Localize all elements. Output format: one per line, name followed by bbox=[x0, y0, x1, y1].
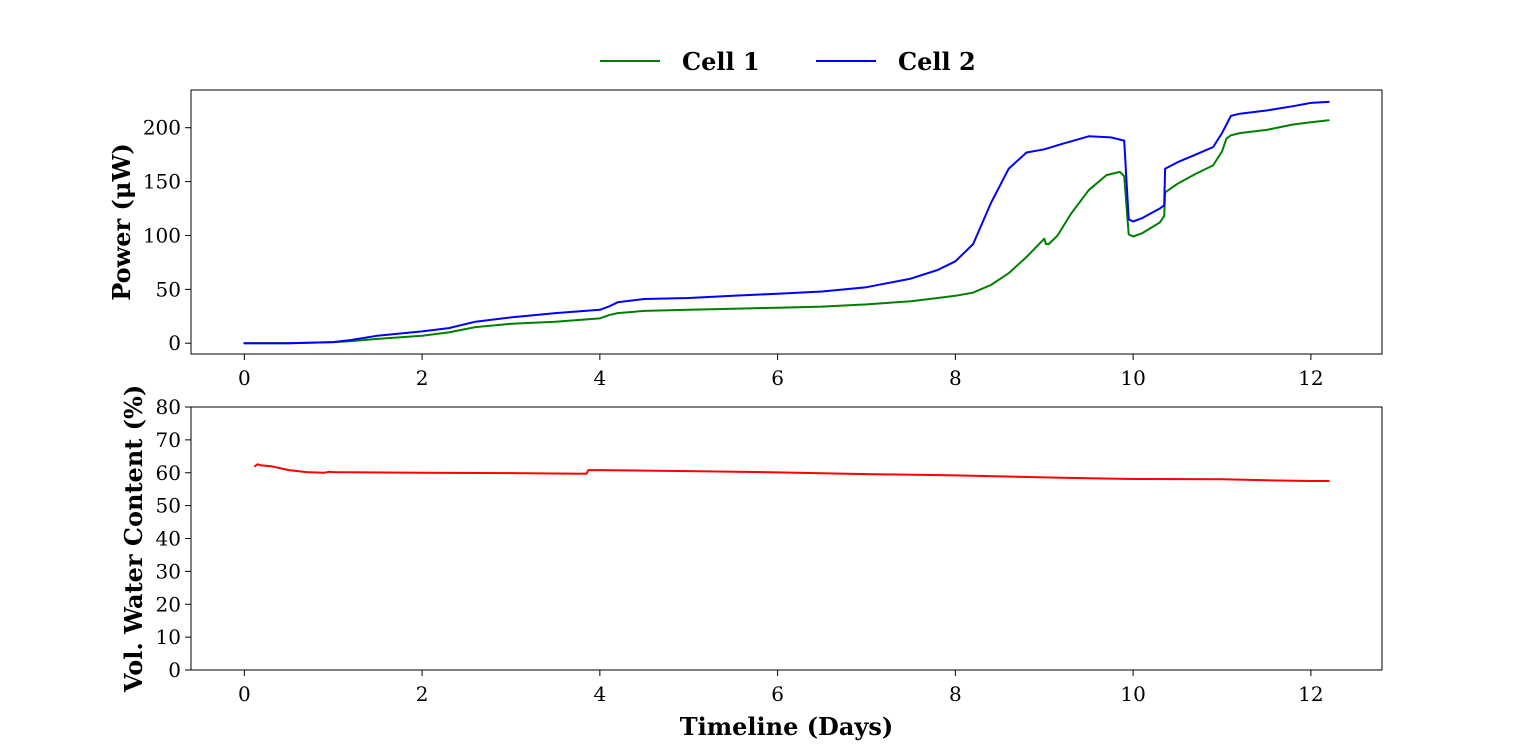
y-tick-label: 80 bbox=[156, 395, 181, 419]
x-tick-label: 12 bbox=[1298, 366, 1323, 390]
series-line-water-content bbox=[254, 463, 1330, 482]
legend-label-cell-1: Cell 1 bbox=[682, 47, 760, 76]
y-tick-label: 100 bbox=[143, 223, 181, 247]
y-axis-title: Vol. Water Content (%) bbox=[119, 385, 148, 693]
x-tick-label: 4 bbox=[593, 366, 606, 390]
plot-frame bbox=[190, 406, 1383, 671]
x-tick-label: 8 bbox=[949, 682, 962, 706]
legend: Cell 1 Cell 2 bbox=[600, 47, 976, 76]
plot-frame bbox=[190, 89, 1383, 355]
x-tick-label: 6 bbox=[771, 682, 784, 706]
y-tick-label: 30 bbox=[156, 559, 181, 583]
x-tick-label: 8 bbox=[949, 366, 962, 390]
x-tick-label: 0 bbox=[238, 682, 251, 706]
series-line-cell-2 bbox=[243, 100, 1330, 345]
water-content-plot: 0 2 4 6 8 10 12 0 10 20 30 40 50 60 70 80 Vol. Water Con… bbox=[119, 385, 1383, 741]
x-tick-label: 2 bbox=[416, 366, 429, 390]
y-axis-title: Power (μW) bbox=[107, 143, 136, 301]
y-tick-label: 60 bbox=[156, 461, 181, 485]
x-tick-label: 12 bbox=[1298, 682, 1323, 706]
y-tick-label: 0 bbox=[168, 331, 181, 355]
x-tick-label: 10 bbox=[1120, 366, 1145, 390]
y-tick-label: 200 bbox=[143, 116, 181, 140]
x-tick-label: 0 bbox=[238, 366, 251, 390]
x-tick-label: 10 bbox=[1120, 682, 1145, 706]
y-tick-label: 50 bbox=[156, 277, 181, 301]
x-tick-label: 4 bbox=[593, 682, 606, 706]
y-tick-label: 0 bbox=[168, 658, 181, 682]
series-line-cell-1 bbox=[243, 119, 1330, 345]
y-tick-label: 20 bbox=[156, 592, 181, 616]
x-axis-title: Timeline (Days) bbox=[680, 712, 893, 741]
y-tick-label: 10 bbox=[156, 625, 181, 649]
y-tick-label: 50 bbox=[156, 494, 181, 518]
y-tick-label: 70 bbox=[156, 428, 181, 452]
y-tick-label: 150 bbox=[143, 170, 181, 194]
power-plot: 0 2 4 6 8 10 12 0 50 100 150 200 Power (μW) bbox=[107, 89, 1383, 390]
x-tick-label: 2 bbox=[416, 682, 429, 706]
legend-label-cell-2: Cell 2 bbox=[898, 47, 976, 76]
x-tick-label: 6 bbox=[771, 366, 784, 390]
y-tick-label: 40 bbox=[156, 527, 181, 551]
